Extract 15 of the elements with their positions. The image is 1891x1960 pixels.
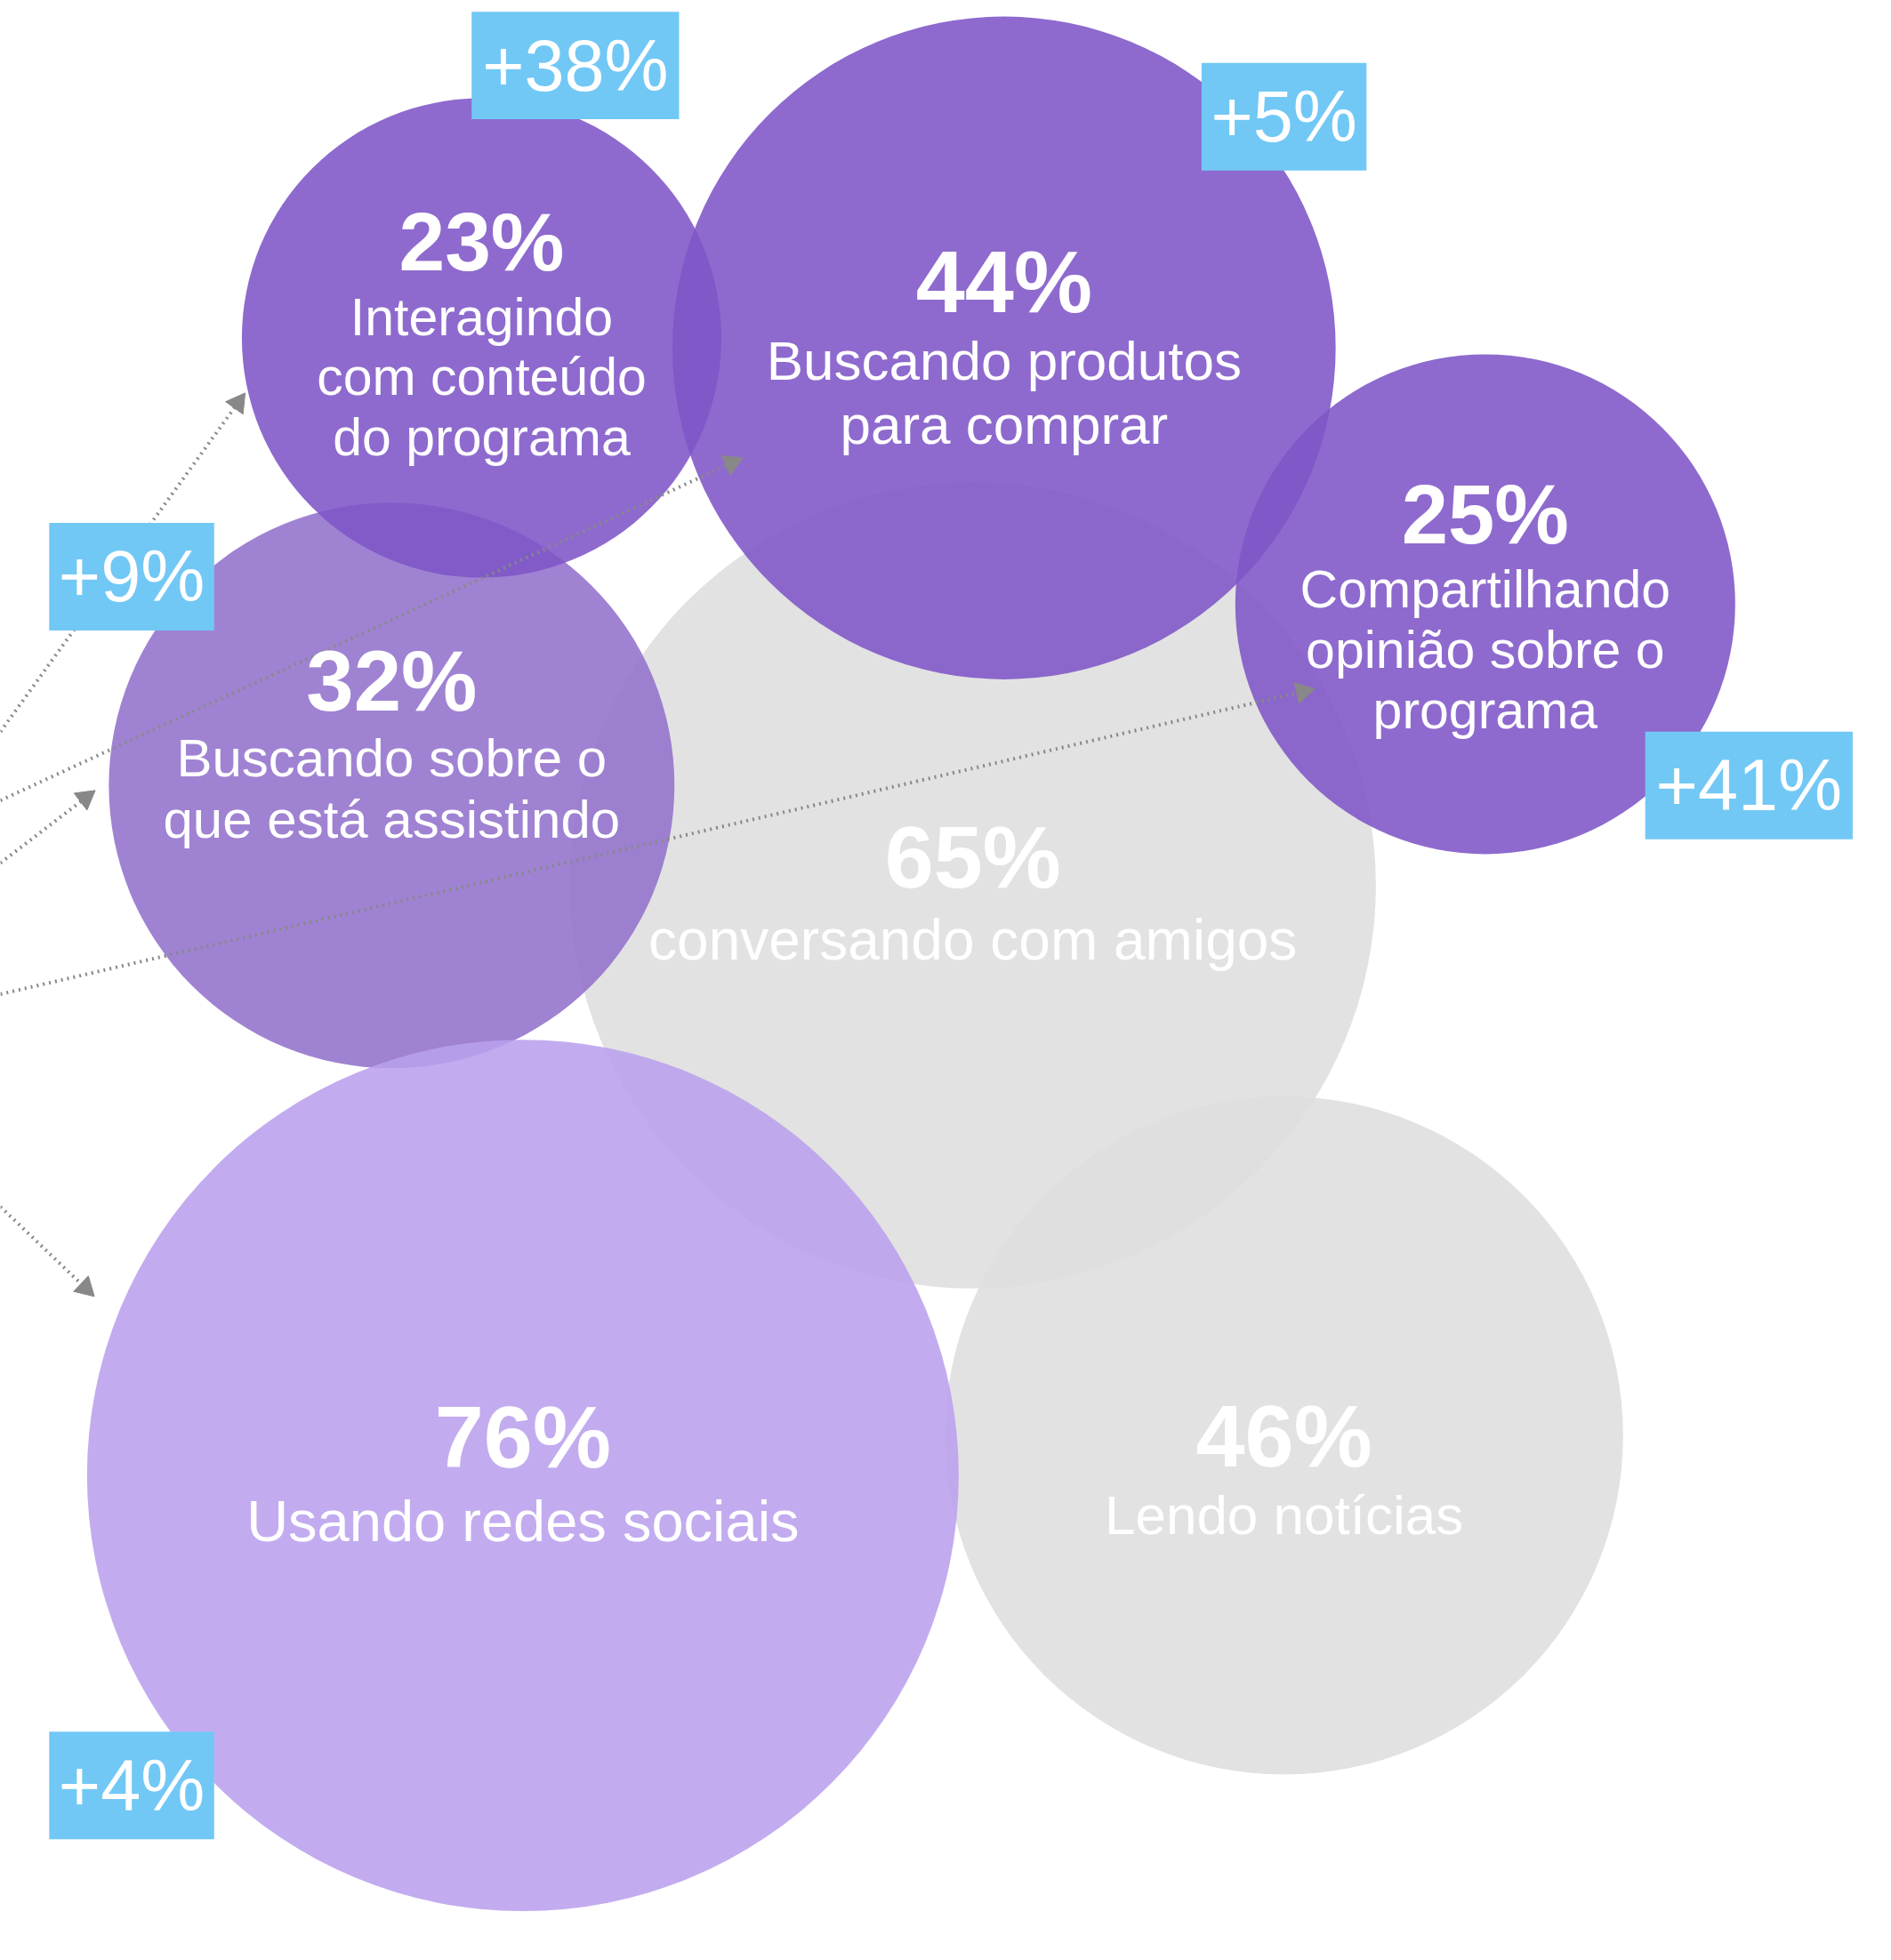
text: +4% [58, 1745, 205, 1826]
data-label: 44% [915, 232, 1092, 332]
category-label: Interagindo com conteúdo do programa [317, 287, 647, 467]
data-label: 76% [434, 1386, 611, 1486]
category-label: Compartilhando opinião sobre o programa [1300, 560, 1671, 740]
category-label: Buscando produtos para comprar [766, 330, 1242, 455]
data-label: 23% [398, 196, 565, 289]
category-label: Usando redes sociais [246, 1488, 800, 1554]
text: +5% [1211, 76, 1357, 157]
data-label: 25% [1401, 467, 1569, 561]
data-label: 32% [306, 633, 478, 729]
category-label: Buscando sobre o que está assistindo [163, 727, 621, 849]
text: +38% [482, 25, 669, 106]
text: +41% [1655, 745, 1843, 826]
text: +9% [58, 536, 205, 617]
